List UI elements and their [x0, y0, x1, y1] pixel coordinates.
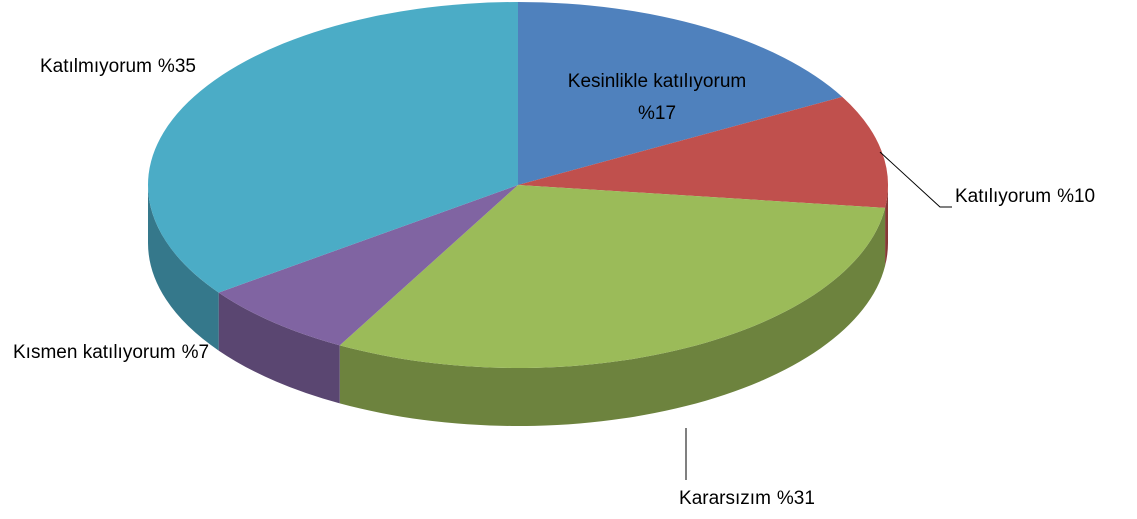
data-label: Katılıyorum %10: [955, 186, 1095, 207]
category-label: Katılıyorum: [955, 186, 1051, 207]
data-label: Kararsızım %31: [679, 488, 815, 509]
value-label: %35: [158, 56, 196, 77]
pie-slice-side: [885, 185, 889, 266]
value-label: %10: [1057, 186, 1095, 207]
pie-slice-side: [218, 292, 340, 404]
value-label: %17: [638, 103, 676, 124]
pie-slice-side: [148, 185, 219, 351]
category-label: Kararsızım: [679, 488, 771, 509]
value-label: %7: [182, 342, 209, 363]
pie-slice: [218, 185, 519, 346]
pie-slice: [518, 96, 888, 208]
category-label: Kısmen katılıyorum: [13, 342, 176, 363]
pie-slice-side: [339, 207, 886, 426]
category-label: Kesinlikle katılıyorum: [568, 71, 746, 92]
value-label: %31: [777, 488, 815, 509]
leader-line: [879, 151, 952, 208]
pie-slice: [339, 185, 886, 369]
data-label: Katılmıyorum %35: [40, 56, 196, 77]
pie-slice: [518, 2, 843, 185]
category-label: Katılmıyorum: [40, 56, 152, 77]
data-label: Kesinlikle katılıyorum %17: [568, 71, 746, 124]
pie-slice: [148, 2, 518, 293]
data-label: Kısmen katılıyorum %7: [13, 342, 209, 363]
